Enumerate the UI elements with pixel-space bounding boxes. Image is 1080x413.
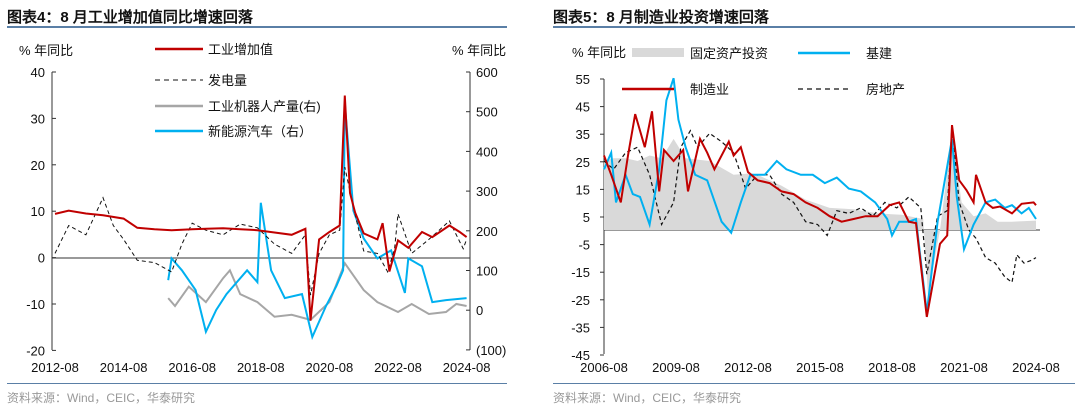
x-tick-label: 2020-08 bbox=[306, 360, 354, 375]
y-tick-label: -25 bbox=[571, 293, 590, 308]
series-line-1 bbox=[603, 77, 1037, 313]
right-tick-label: 100 bbox=[476, 264, 498, 279]
left-tick-label: 40 bbox=[31, 65, 45, 80]
source-divider bbox=[7, 383, 507, 384]
legend-label: 工业机器人产量(右) bbox=[208, 99, 321, 114]
right-tick-label: 500 bbox=[476, 105, 498, 120]
series-area-0 bbox=[604, 133, 1036, 297]
left-tick-label: 10 bbox=[31, 204, 45, 219]
series-line-1 bbox=[54, 166, 468, 296]
right-tick-label: (100) bbox=[476, 343, 506, 358]
y-tick-label: -35 bbox=[571, 320, 590, 335]
x-tick-label: 2012-08 bbox=[724, 360, 772, 375]
legend-swatch bbox=[632, 48, 684, 57]
legend-label: 发电量 bbox=[208, 73, 247, 88]
left-axis-unit: % 年同比 bbox=[19, 43, 73, 58]
x-tick-label: 2015-08 bbox=[796, 360, 844, 375]
left-tick-label: -20 bbox=[26, 343, 45, 358]
x-tick-label: 2024-08 bbox=[1012, 360, 1060, 375]
series-line-0 bbox=[54, 95, 468, 321]
right-tick-label: 0 bbox=[476, 303, 483, 318]
right-tick-label: 300 bbox=[476, 184, 498, 199]
right-tick-label: 200 bbox=[476, 224, 498, 239]
title-divider bbox=[553, 26, 1075, 28]
series-line-2 bbox=[167, 261, 467, 322]
x-tick-label: 2024-08 bbox=[443, 360, 491, 375]
series-line-2 bbox=[603, 111, 1037, 318]
chart4-title: 图表4：8 月工业增加值同比增速回落 bbox=[7, 9, 253, 26]
axis-unit: % 年同比 bbox=[572, 45, 626, 60]
x-tick-label: 2018-08 bbox=[868, 360, 916, 375]
x-tick-label: 2014-08 bbox=[100, 360, 148, 375]
y-tick-label: 35 bbox=[576, 127, 590, 142]
legend-label: 工业增加值 bbox=[208, 42, 273, 57]
y-tick-label: 45 bbox=[576, 100, 590, 115]
y-tick-label: -45 bbox=[571, 348, 590, 363]
y-tick-label: -5 bbox=[578, 238, 590, 253]
x-tick-label: 2022-08 bbox=[374, 360, 422, 375]
chart5-title: 图表5：8 月制造业投资增速回落 bbox=[553, 9, 769, 26]
source-note: 资料来源：Wind，CEIC，华泰研究 bbox=[553, 391, 742, 405]
series-line-3 bbox=[167, 103, 467, 341]
x-tick-label: 2018-08 bbox=[237, 360, 285, 375]
right-tick-label: 600 bbox=[476, 65, 498, 80]
left-tick-label: -10 bbox=[26, 297, 45, 312]
left-tick-label: 30 bbox=[31, 111, 45, 126]
legend-label: 新能源汽车（右） bbox=[208, 124, 312, 139]
y-tick-label: -15 bbox=[571, 265, 590, 280]
title-divider bbox=[7, 26, 507, 28]
legend-label: 基建 bbox=[866, 46, 892, 61]
x-tick-label: 2009-08 bbox=[652, 360, 700, 375]
y-tick-label: 15 bbox=[576, 182, 590, 197]
y-tick-label: 55 bbox=[576, 72, 590, 87]
legend-label: 房地产 bbox=[866, 82, 905, 97]
y-tick-label: 5 bbox=[583, 210, 590, 225]
source-note: 资料来源：Wind，CEIC，华泰研究 bbox=[7, 391, 196, 405]
x-tick-label: 2012-08 bbox=[31, 360, 79, 375]
legend-label: 制造业 bbox=[690, 82, 729, 97]
source-divider bbox=[553, 383, 1075, 384]
x-tick-label: 2016-08 bbox=[168, 360, 216, 375]
left-tick-label: 20 bbox=[31, 158, 45, 173]
legend-label: 固定资产投资 bbox=[690, 46, 768, 61]
x-tick-label: 2021-08 bbox=[940, 360, 988, 375]
x-tick-label: 2006-08 bbox=[580, 360, 628, 375]
right-tick-label: 400 bbox=[476, 144, 498, 159]
right-axis-unit: % 年同比 bbox=[452, 43, 506, 58]
series-line-3 bbox=[603, 125, 1037, 284]
left-tick-label: 0 bbox=[38, 251, 45, 266]
y-tick-label: 25 bbox=[576, 155, 590, 170]
